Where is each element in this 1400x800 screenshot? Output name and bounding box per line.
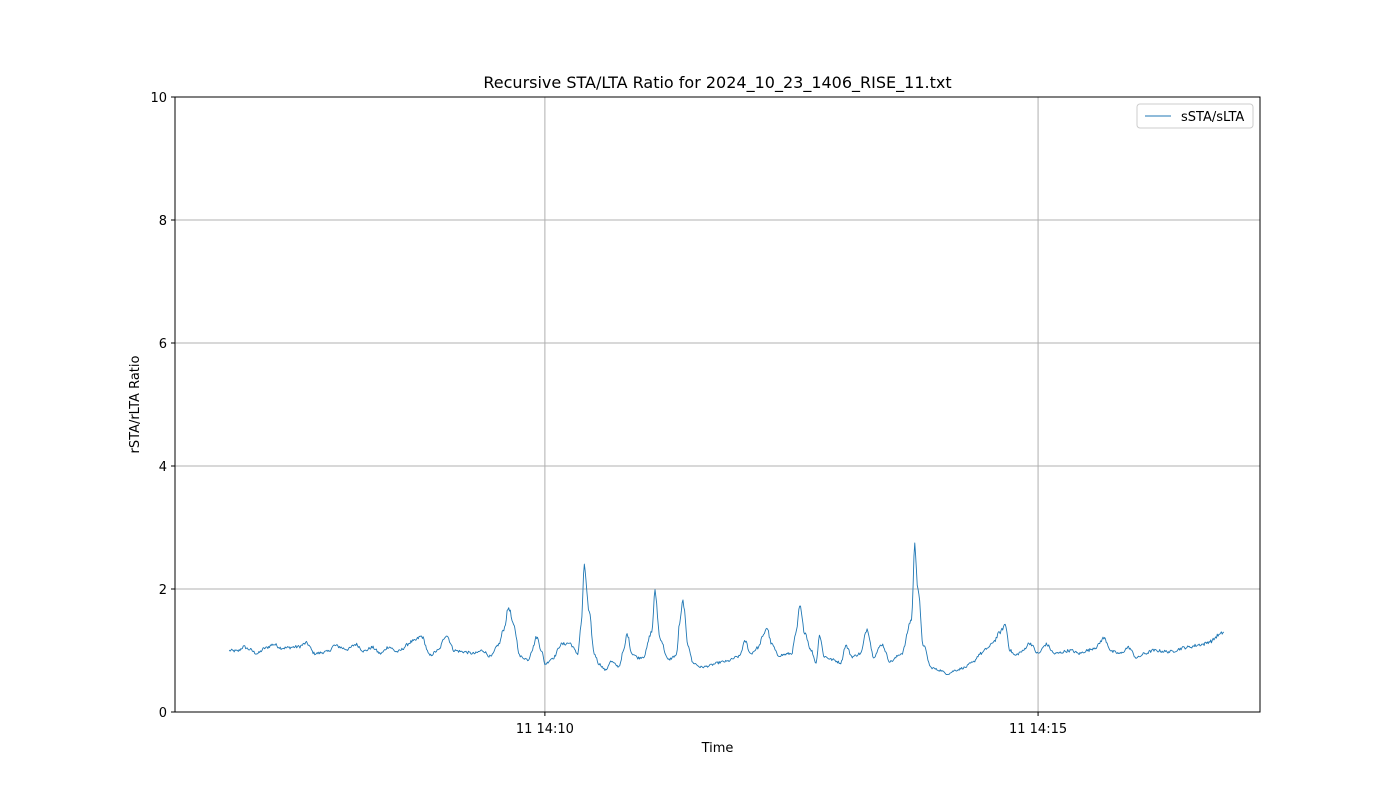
- y-axis-ticks: 0 2 4 6 8 10: [150, 91, 175, 721]
- x-axis-ticks: 11 14:10 11 14:15: [516, 712, 1067, 737]
- legend: sSTA/sLTA: [1136, 103, 1254, 129]
- x-tick-label: 11 14:10: [516, 722, 574, 737]
- y-axis-label: rSTA/rLTA Ratio: [128, 355, 143, 453]
- y-tick-label: 10: [150, 91, 167, 106]
- y-tick-label: 4: [159, 460, 167, 475]
- legend-box: [1136, 103, 1254, 129]
- x-axis-label: Time: [701, 741, 734, 756]
- chart-title: Recursive STA/LTA Ratio for 2024_10_23_1…: [483, 73, 951, 93]
- y-tick-label: 0: [159, 706, 167, 721]
- x-tick-label: 11 14:15: [1009, 722, 1067, 737]
- y-tick-label: 8: [159, 214, 167, 229]
- series-layer: [228, 542, 1225, 675]
- y-tick-label: 2: [159, 583, 167, 598]
- plot-frame: [174, 96, 1261, 713]
- series-line: [228, 542, 1225, 675]
- y-tick-label: 6: [159, 337, 167, 352]
- legend-label: sSTA/sLTA: [1181, 110, 1244, 125]
